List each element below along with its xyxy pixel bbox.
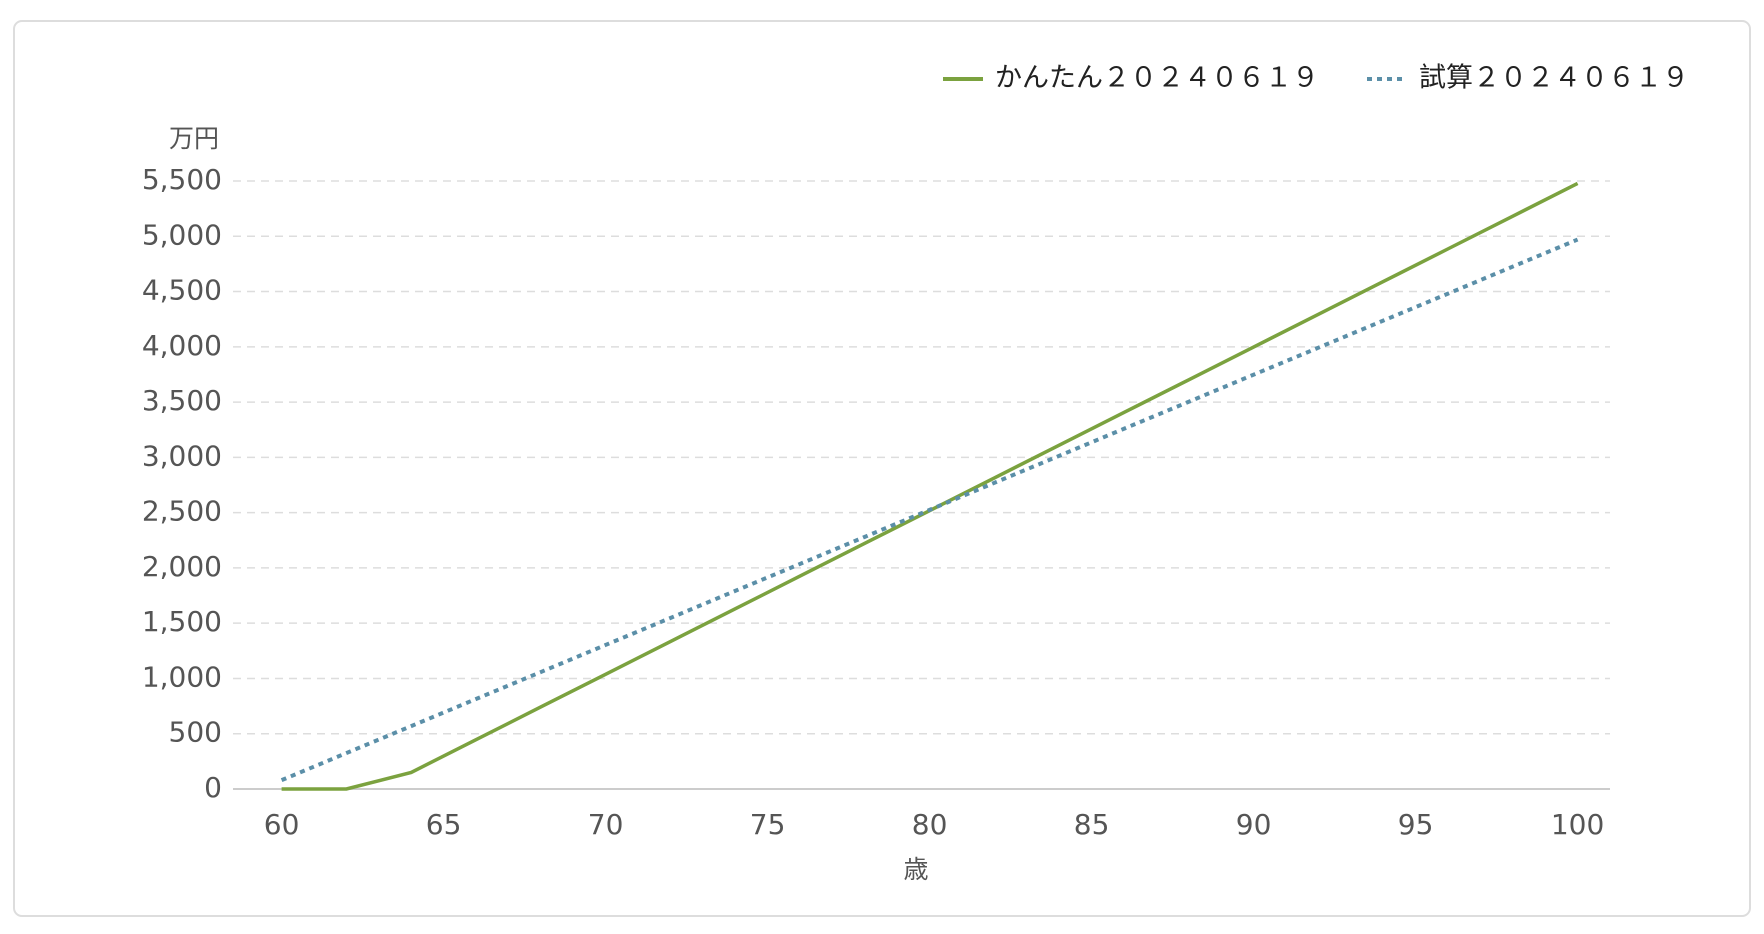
y-tick-label: 5,000 — [142, 218, 222, 251]
legend-label: かんたん２０２４０６１９ — [995, 63, 1319, 94]
x-tick-label: 60 — [264, 808, 300, 841]
x-tick-label: 75 — [750, 808, 786, 841]
y-tick-label: 1,000 — [142, 660, 222, 693]
x-axis-title: 歳 — [903, 855, 928, 884]
y-axis-title: 万円 — [169, 124, 219, 153]
x-tick-label: 90 — [1236, 808, 1272, 841]
y-tick-label: 4,000 — [142, 329, 222, 362]
y-tick-label: 500 — [169, 716, 222, 749]
legend-label: 試算２０２４０６１９ — [1419, 63, 1689, 94]
x-tick-label: 100 — [1551, 808, 1604, 841]
x-tick-label: 70 — [588, 808, 624, 841]
card — [13, 20, 1751, 917]
y-tick-label: 1,500 — [142, 605, 222, 638]
x-tick-label: 80 — [912, 808, 948, 841]
series-line — [280, 237, 1579, 783]
y-tick-label: 2,000 — [142, 550, 222, 583]
y-tick-label: 2,500 — [142, 495, 222, 528]
y-tick-label: 3,500 — [142, 384, 222, 417]
x-tick-label: 95 — [1398, 808, 1434, 841]
y-tick-label: 5,500 — [142, 163, 222, 196]
x-tick-label: 85 — [1074, 808, 1110, 841]
y-tick-label: 0 — [204, 771, 222, 804]
y-tick-label: 3,000 — [142, 439, 222, 472]
x-tick-label: 65 — [426, 808, 462, 841]
y-tick-label: 4,500 — [142, 274, 222, 307]
